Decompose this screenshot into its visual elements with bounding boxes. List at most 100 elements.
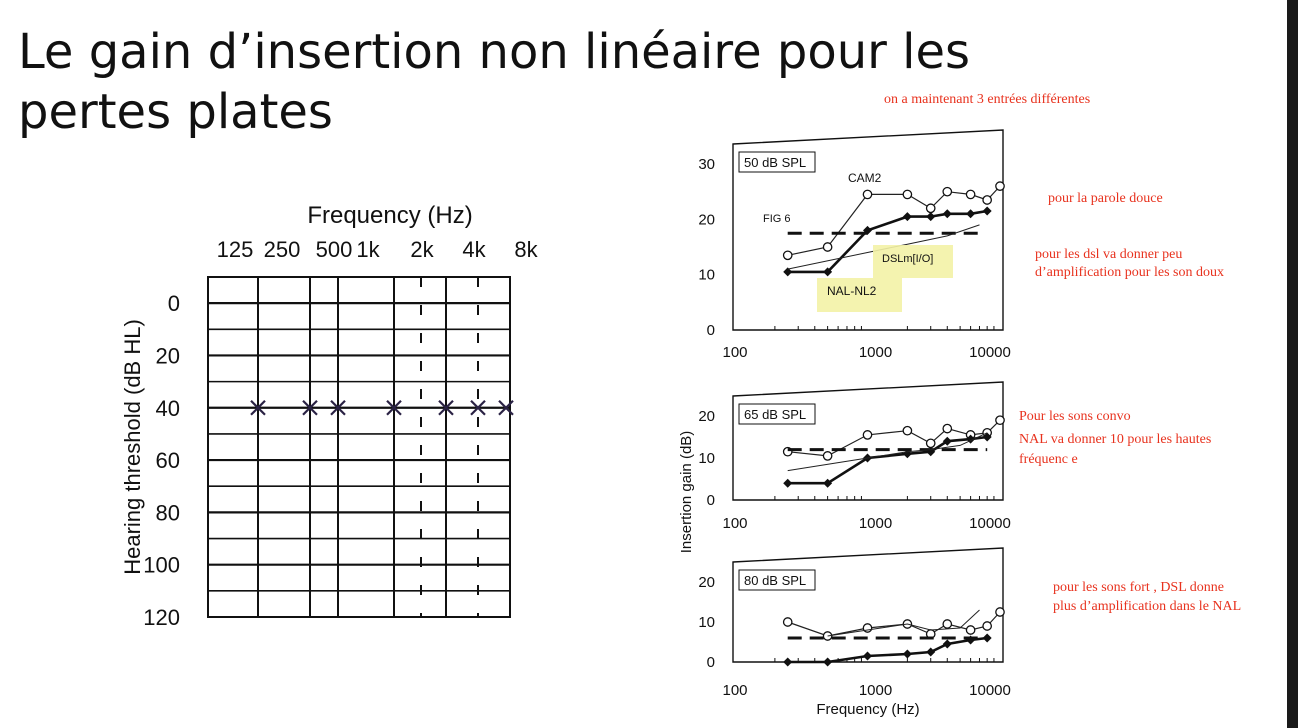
nal-point — [926, 647, 936, 657]
nal-point — [823, 478, 833, 488]
note-three-inputs: on a maintenant 3 entrées différentes — [884, 92, 1091, 107]
x-tick-label: 10000 — [969, 515, 1011, 532]
cam2-point — [942, 619, 953, 629]
nal-point — [942, 639, 952, 649]
cam2-point — [982, 195, 993, 205]
note-soft-speech: pour la parole douce — [1048, 191, 1163, 206]
y-tick-label: 0 — [707, 654, 715, 671]
svg-text:80 dB SPL: 80 dB SPL — [744, 573, 806, 588]
cam2-point — [782, 250, 793, 261]
audiogram-y-tick: 0 — [168, 291, 180, 316]
y-tick-label: 30 — [698, 156, 715, 173]
x-axis-label: Frequency (Hz) — [816, 701, 919, 718]
note-conv-line3: fréquenc e — [1019, 452, 1078, 467]
panel-frame — [732, 547, 1004, 663]
audiogram-y-tick: 80 — [156, 500, 180, 525]
annotation-dsl: DSLm[I/O] — [882, 253, 933, 265]
annotation-fig6: FIG 6 — [763, 213, 791, 225]
panel-label: 80 dB SPL — [738, 569, 816, 591]
svg-text:65 dB SPL: 65 dB SPL — [744, 407, 806, 422]
series-line-nal — [787, 636, 988, 664]
cam2-point — [862, 430, 873, 440]
cam2-point — [822, 242, 833, 252]
audiogram-y-tick: 100 — [143, 553, 180, 578]
cam2-point — [822, 451, 833, 461]
audiogram-title: Frequency (Hz) — [307, 202, 472, 229]
y-axis-label: Insertion gain (dB) — [678, 431, 695, 554]
note-loud-line1: pour les sons fort , DSL donne — [1053, 580, 1224, 595]
x-tick-label: 1000 — [859, 682, 892, 699]
cam2-point — [925, 203, 936, 214]
audiogram-y-label: Hearing threshold (dB HL) — [120, 319, 145, 575]
panel-frame — [732, 129, 1004, 331]
y-tick-label: 10 — [698, 267, 715, 284]
y-tick-label: 0 — [707, 322, 715, 339]
y-tick-label: 20 — [698, 211, 715, 228]
nal-point — [902, 649, 912, 659]
cam2-point — [902, 189, 913, 200]
nal-point — [783, 657, 793, 667]
nal-point — [783, 267, 793, 277]
y-tick-label: 20 — [698, 408, 715, 425]
cam2-point — [995, 607, 1005, 617]
audiogram-y-tick: 40 — [156, 396, 180, 421]
panel-label: 50 dB SPL — [738, 151, 816, 173]
nal-point — [982, 432, 992, 442]
nal-point — [863, 651, 872, 661]
note-conv-line2: NAL va donner 10 pour les hautes — [1019, 432, 1212, 447]
nal-point — [783, 478, 793, 488]
x-tick-label: 100 — [722, 682, 747, 699]
cam2-point — [995, 181, 1005, 191]
nal-point — [942, 436, 952, 446]
x-tick-label: 10000 — [969, 344, 1011, 361]
audiogram-y-tick: 20 — [156, 343, 180, 368]
series-line-dsl — [787, 224, 980, 270]
cam2-point — [782, 617, 793, 627]
threshold-marker — [330, 399, 346, 416]
nal-point — [823, 657, 833, 667]
audiogram-chart: Frequency (Hz) 125 250 500 1k 2k 4k 8k 0 20 40 60 80… — [120, 202, 539, 630]
audiogram-x-tick: 125 — [217, 237, 254, 262]
audiogram-y-tick: 60 — [156, 448, 180, 473]
x-tick-label: 1000 — [859, 344, 892, 361]
audiogram-x-tick: 8k — [514, 237, 538, 262]
cam2-point — [995, 415, 1005, 426]
threshold-marker — [498, 399, 514, 416]
cam2-point — [942, 423, 953, 434]
svg-text:50 dB SPL: 50 dB SPL — [744, 155, 806, 170]
cam2-point — [982, 621, 993, 631]
series-line-nal — [787, 435, 988, 485]
audiogram-y-tick: 120 — [143, 605, 180, 630]
threshold-marker — [438, 399, 454, 416]
panel-label: 65 dB SPL — [738, 403, 816, 425]
panel-frame — [732, 381, 1004, 501]
nal-point — [982, 206, 992, 216]
nal-point — [926, 212, 936, 222]
cam2-point — [902, 425, 913, 436]
audiogram-x-tick: 250 — [264, 237, 301, 262]
nal-point — [902, 212, 912, 222]
x-tick-label: 1000 — [859, 515, 892, 532]
audiogram-x-tick: 1k — [356, 237, 380, 262]
cam2-point — [925, 438, 936, 449]
audiogram-x-tick: 4k — [462, 237, 486, 262]
cam2-point — [862, 189, 873, 200]
nal-point — [942, 209, 952, 219]
audiogram-x-tick: 2k — [410, 237, 434, 262]
threshold-marker — [250, 399, 266, 416]
cam2-point — [965, 189, 976, 200]
slide-title: Le gain d’insertion non linéaire pour le… — [18, 24, 970, 140]
threshold-marker — [302, 399, 318, 416]
note-conv-line1: Pour les sons convo — [1019, 409, 1131, 424]
window-edge — [1287, 0, 1298, 728]
x-tick-label: 100 — [722, 344, 747, 361]
y-tick-label: 10 — [698, 614, 715, 631]
y-tick-label: 10 — [698, 450, 715, 467]
nal-point — [823, 267, 833, 277]
note-dsl-soft-line1: pour les dsl va donner peu — [1035, 247, 1183, 262]
note-loud-line2: plus d’amplification dans le NAL — [1053, 599, 1242, 614]
x-tick-label: 10000 — [969, 682, 1011, 699]
annotation-nal: NAL-NL2 — [827, 284, 877, 298]
note-dsl-soft-line2: d’amplification pour les son doux — [1035, 265, 1224, 280]
highlight-dsl — [873, 245, 953, 278]
